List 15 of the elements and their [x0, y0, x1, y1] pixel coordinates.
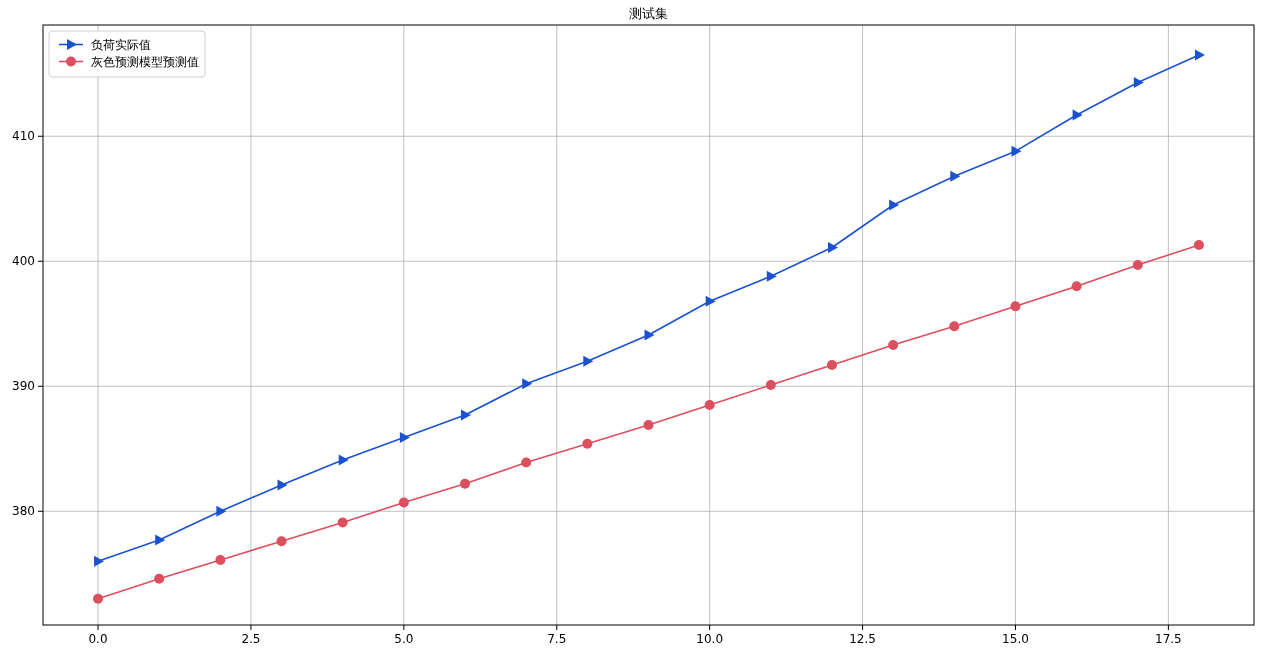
x-tick-label: 12.5	[849, 632, 876, 646]
x-tick-label: 0.0	[88, 632, 108, 646]
x-tick-label: 7.5	[547, 632, 567, 646]
y-tick-label: 400	[12, 254, 35, 269]
chart-title: 测试集	[629, 6, 668, 21]
x-tick-label: 2.5	[241, 632, 261, 646]
y-tick-label: 410	[12, 129, 35, 144]
x-tick-label: 10.0	[696, 632, 724, 646]
x-tick-label: 5.0	[394, 632, 414, 646]
x-tick-label: 17.5	[1155, 632, 1182, 646]
y-tick-label: 390	[12, 379, 35, 394]
x-tick-label: 15.0	[1002, 632, 1029, 646]
y-tick-label: 380	[12, 504, 35, 519]
legend-label: 灰色预测模型预测值	[91, 55, 199, 69]
legend-label: 负荷实际值	[91, 38, 151, 52]
